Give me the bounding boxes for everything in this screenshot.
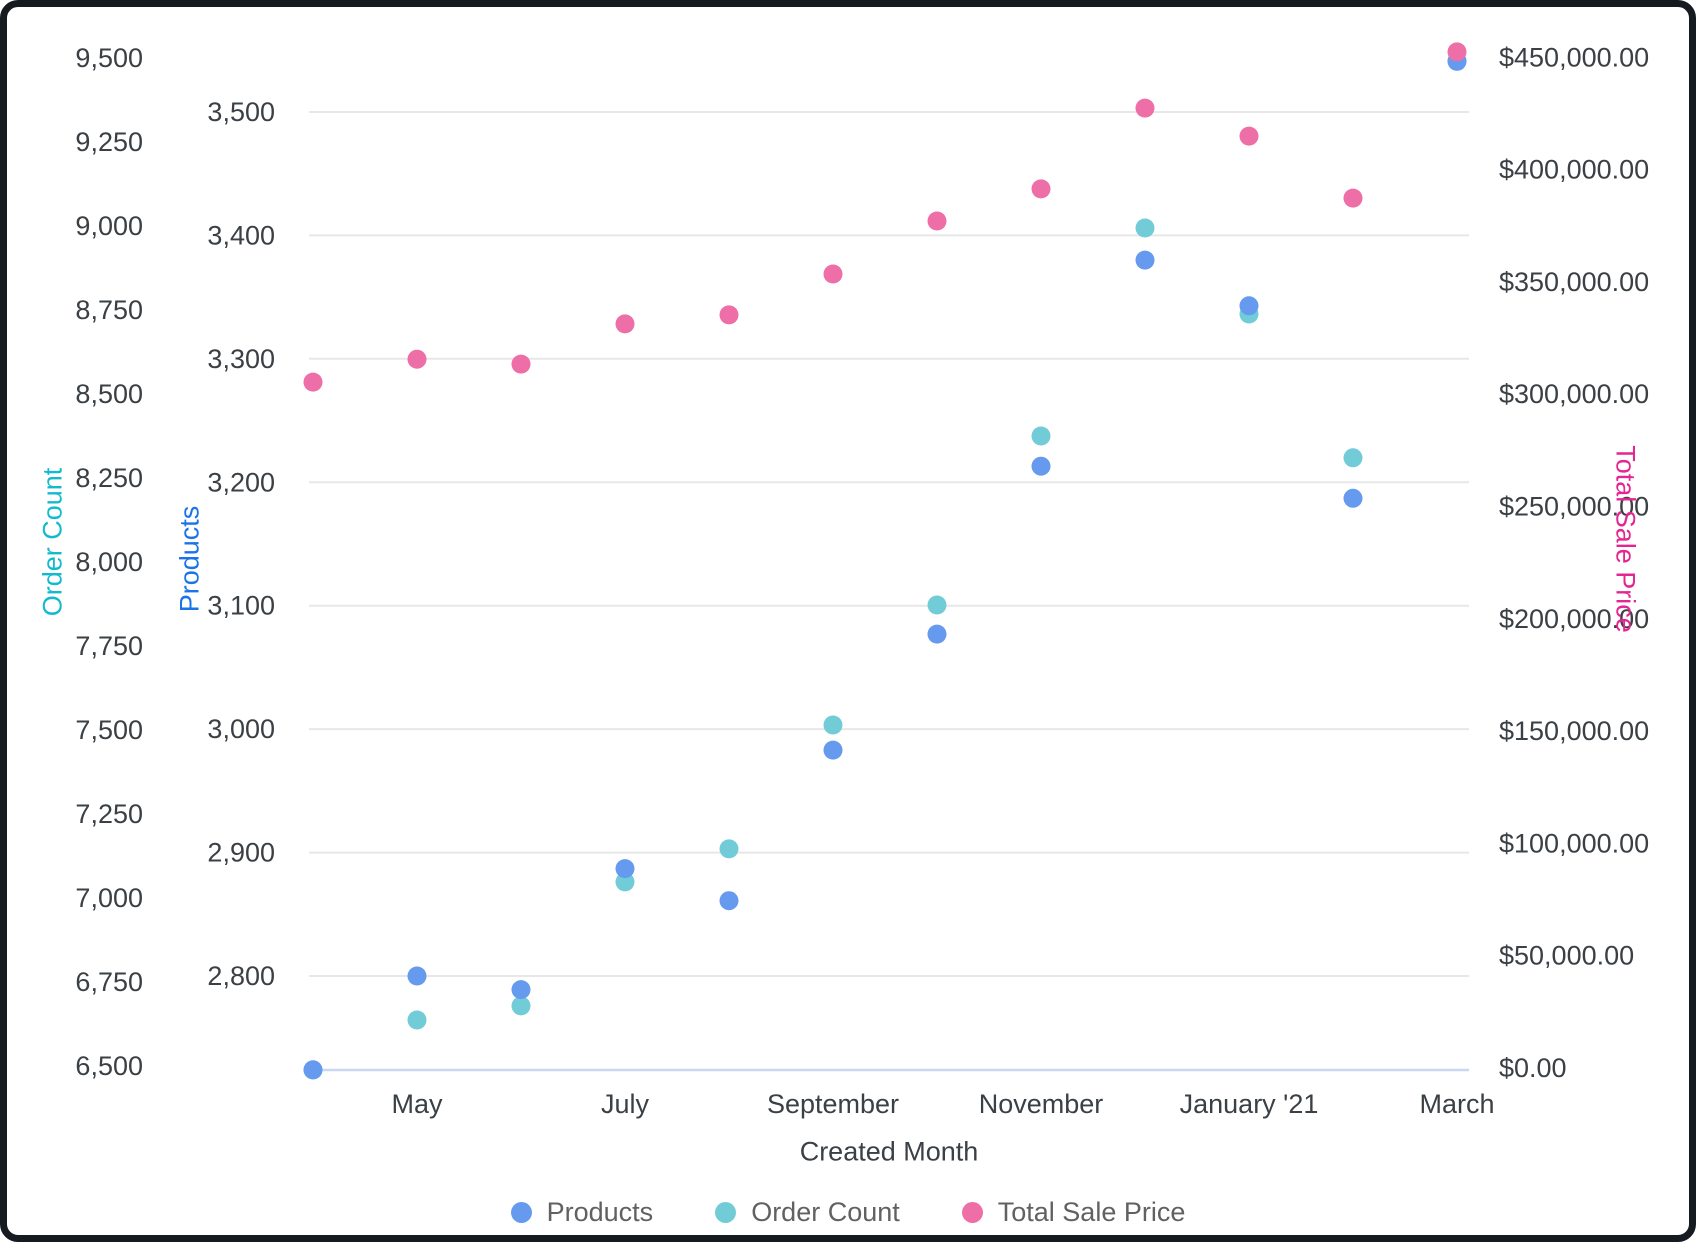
order-count-tick-label: 7,500 [75, 715, 143, 745]
order-count-tick-label: 8,500 [75, 379, 143, 409]
total-sale-price-tick-label: $200,000.00 [1499, 604, 1649, 634]
order-count-tick-label: 9,500 [75, 43, 143, 73]
data-point-products-september[interactable] [823, 740, 843, 760]
total-sale-price-tick-label: $100,000.00 [1499, 828, 1649, 858]
data-point-total-sale-price-july[interactable] [615, 314, 635, 334]
order-count-axis-title: Order Count [37, 467, 68, 617]
data-point-order-count-july[interactable] [615, 872, 635, 892]
x-tick-label: November [979, 1089, 1104, 1119]
x-axis-title: Created Month [799, 1136, 979, 1167]
data-point-total-sale-price-december[interactable] [1135, 98, 1155, 118]
total-sale-price-tick-label: $0.00 [1499, 1053, 1567, 1083]
products-tick-label: 3,500 [207, 97, 275, 127]
total-sale-price-tick-label: $300,000.00 [1499, 379, 1649, 409]
legend-label: Total Sale Price [997, 1197, 1186, 1227]
data-point-total-sale-price-april[interactable] [303, 372, 323, 392]
order-count-tick-label: 8,250 [75, 463, 143, 493]
order-count-tick-label: 6,500 [75, 1051, 143, 1081]
products-axis-title: Products [174, 505, 205, 613]
data-point-total-sale-price-november[interactable] [1031, 179, 1051, 199]
data-point-order-count-december[interactable] [1135, 218, 1155, 238]
data-point-products-may[interactable] [407, 966, 427, 986]
total-sale-price-tick-label: $450,000.00 [1499, 42, 1649, 72]
products-tick-label: 2,900 [207, 838, 275, 868]
order-count-tick-label: 8,000 [75, 547, 143, 577]
data-point-products-july[interactable] [615, 859, 635, 879]
data-point-order-count-february[interactable] [1343, 448, 1363, 468]
data-point-products-october[interactable] [927, 624, 947, 644]
x-tick-label: March [1419, 1089, 1494, 1119]
data-point-total-sale-price-january-21[interactable] [1239, 126, 1259, 146]
data-point-products-december[interactable] [1135, 250, 1155, 270]
total-sale-price-tick-label: $150,000.00 [1499, 716, 1649, 746]
legend-dot [961, 1202, 983, 1223]
data-point-products-june[interactable] [511, 980, 531, 1000]
total-sale-price-tick-label: $250,000.00 [1499, 492, 1649, 522]
x-tick-label: July [601, 1089, 650, 1119]
total-sale-price-axis-title: Total Sale Price [1610, 445, 1641, 633]
data-point-products-february[interactable] [1343, 488, 1363, 508]
data-point-total-sale-price-august[interactable] [719, 305, 739, 325]
data-point-total-sale-price-may[interactable] [407, 349, 427, 369]
legend-item-total-sale-price[interactable]: Total Sale Price [961, 1197, 1186, 1228]
x-tick-label: September [767, 1089, 899, 1119]
data-point-products-november[interactable] [1031, 456, 1051, 476]
total-sale-price-tick-label: $50,000.00 [1499, 941, 1634, 971]
products-tick-label: 3,400 [207, 220, 275, 250]
order-count-tick-label: 9,250 [75, 127, 143, 157]
products-tick-label: 3,000 [207, 714, 275, 744]
data-point-order-count-may[interactable] [407, 1010, 427, 1030]
data-point-total-sale-price-march[interactable] [1447, 42, 1467, 62]
order-count-tick-label: 9,000 [75, 211, 143, 241]
order-count-tick-label: 8,750 [75, 295, 143, 325]
order-count-tick-label: 7,750 [75, 631, 143, 661]
data-point-products-april[interactable] [303, 1060, 323, 1080]
legend-item-products[interactable]: Products [510, 1197, 654, 1228]
data-point-order-count-october[interactable] [927, 595, 947, 615]
products-tick-label: 3,300 [207, 344, 275, 374]
data-point-total-sale-price-september[interactable] [823, 264, 843, 284]
order-count-tick-label: 7,250 [75, 799, 143, 829]
order-count-tick-label: 6,750 [75, 967, 143, 997]
x-tick-label: May [391, 1089, 443, 1119]
scatter-chart: 6,500 6,750 7,000 7,250 7,500 7,750 8,000 8,250… [75, 42, 1649, 1119]
data-point-products-august[interactable] [719, 891, 739, 911]
x-tick-label: January '21 [1180, 1089, 1319, 1119]
order-count-tick-label: 7,000 [75, 883, 143, 913]
total-sale-price-tick-label: $350,000.00 [1499, 267, 1649, 297]
products-tick-label: 3,100 [207, 591, 275, 621]
total-sale-price-tick-label: $400,000.00 [1499, 155, 1649, 185]
data-point-order-count-september[interactable] [823, 715, 843, 735]
data-point-order-count-august[interactable] [719, 839, 739, 859]
legend-item-order-count[interactable]: Order Count [715, 1197, 900, 1228]
legend-dot [715, 1202, 737, 1223]
data-point-total-sale-price-february[interactable] [1343, 188, 1363, 208]
data-point-total-sale-price-october[interactable] [927, 211, 947, 231]
products-tick-label: 3,200 [207, 467, 275, 497]
data-point-order-count-november[interactable] [1031, 426, 1051, 446]
legend: Products Order Count Total Sale Price [7, 1197, 1689, 1228]
data-point-total-sale-price-june[interactable] [511, 354, 531, 374]
products-tick-label: 2,800 [207, 961, 275, 991]
legend-dot [510, 1202, 532, 1223]
legend-label: Products [546, 1197, 654, 1227]
data-point-order-count-june[interactable] [511, 996, 531, 1016]
data-point-products-january-21[interactable] [1239, 296, 1259, 316]
legend-label: Order Count [751, 1197, 900, 1227]
